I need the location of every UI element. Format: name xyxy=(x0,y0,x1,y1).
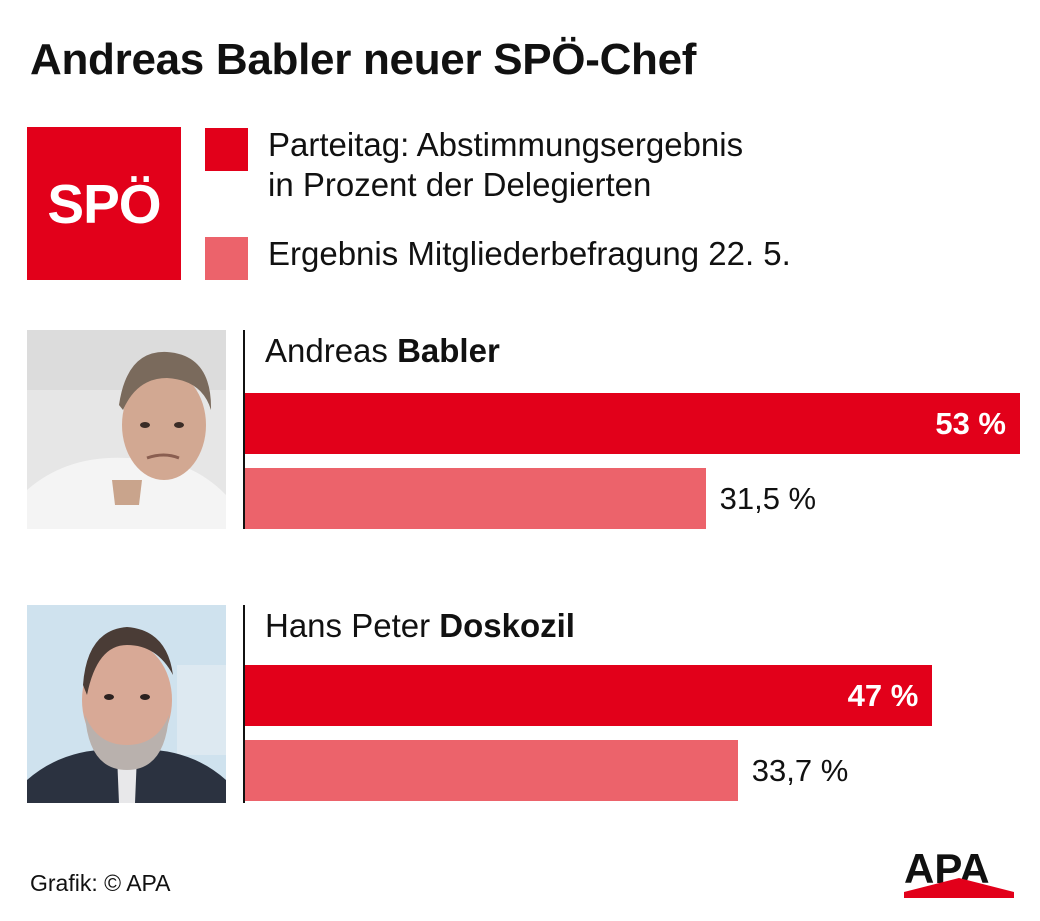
legend-label-member-survey: Ergebnis Mitgliederbefragung 22. 5. xyxy=(268,234,791,280)
legend-item-party-vote: Parteitag: Abstimmungsergebnis in Prozen… xyxy=(205,125,743,205)
candidate-first-name: Hans Peter xyxy=(265,607,440,644)
legend-swatch-member-survey xyxy=(205,237,248,280)
axis-line-babler xyxy=(243,330,245,529)
bar-party-vote-doskozil xyxy=(245,665,933,726)
bar-label-party-vote-babler: 53 % xyxy=(935,406,1006,441)
legend-line: in Prozent der Delegierten xyxy=(268,166,652,203)
bar-member-survey-babler xyxy=(245,468,706,529)
legend-line: Ergebnis Mitgliederbefragung 22. 5. xyxy=(268,235,791,272)
axis-line-doskozil xyxy=(243,605,245,803)
candidate-last-name: Doskozil xyxy=(439,607,575,644)
bar-member-survey-doskozil xyxy=(245,740,738,801)
apa-logo: APA xyxy=(904,848,1014,898)
bar-label-party-vote-doskozil: 47 % xyxy=(847,678,919,713)
candidate-first-name: Andreas xyxy=(265,332,398,369)
apa-logo-swoosh xyxy=(904,878,1014,898)
legend-item-member-survey: Ergebnis Mitgliederbefragung 22. 5. xyxy=(205,234,791,280)
bar-label-member-survey-babler: 31,5 % xyxy=(719,481,817,516)
photo-doskozil xyxy=(27,605,226,803)
photo-babler xyxy=(27,330,226,529)
spoe-logo-text: SPÖ xyxy=(47,172,161,235)
candidate-name-doskozil: Hans Peter Doskozil xyxy=(265,609,575,642)
candidate-name-babler: Andreas Babler xyxy=(265,334,500,367)
legend-swatch-party-vote xyxy=(205,128,248,171)
spoe-logo: SPÖ xyxy=(27,127,181,280)
legend-line: Parteitag: Abstimmungsergebnis xyxy=(268,126,744,163)
bar-label-member-survey-doskozil: 33,7 % xyxy=(751,753,849,788)
legend-label-party-vote: Parteitag: Abstimmungsergebnis in Prozen… xyxy=(268,125,743,205)
bar-party-vote-babler xyxy=(245,393,1020,454)
candidate-last-name: Babler xyxy=(397,332,500,369)
credit-text: Grafik: © APA xyxy=(30,870,171,896)
chart-title: Andreas Babler neuer SPÖ-Chef xyxy=(30,35,697,84)
